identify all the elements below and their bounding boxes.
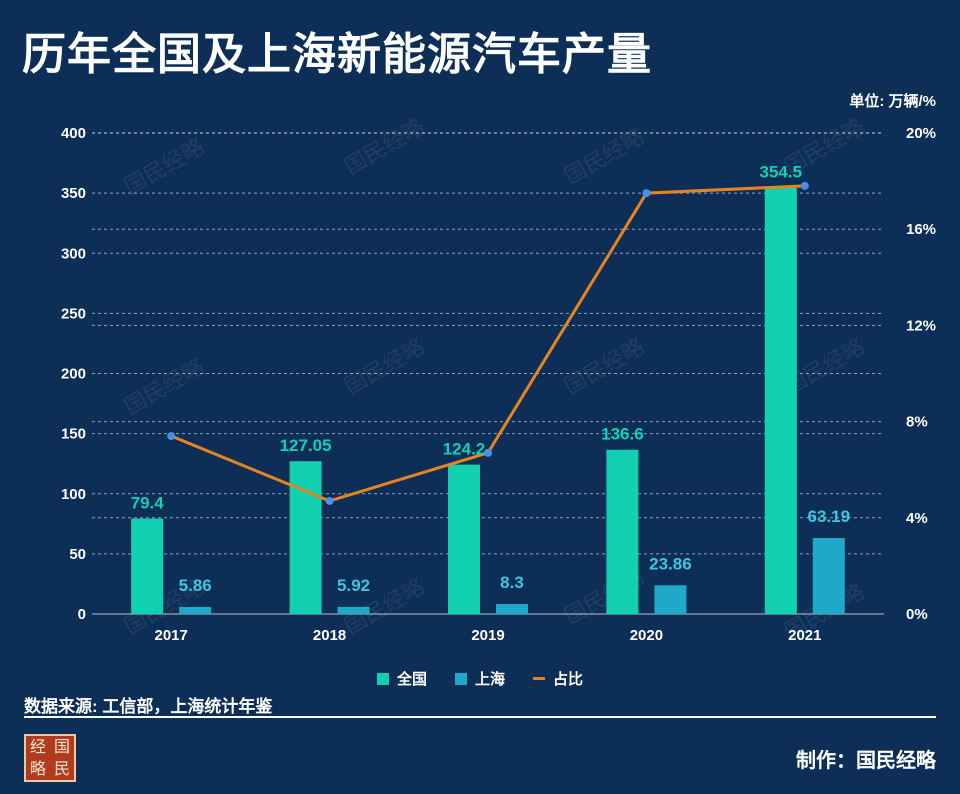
logo-char: 经 [29, 737, 46, 756]
x-tick-label: 2021 [788, 627, 821, 644]
bar-national [606, 449, 639, 614]
logo-char: 国 [53, 737, 70, 756]
bar-national [764, 187, 797, 614]
data-label-shanghai: 63.19 [808, 507, 851, 526]
watermark: 国民经略 [121, 355, 210, 421]
x-tick-label: 2020 [630, 627, 663, 644]
y-left-tick: 400 [61, 125, 86, 142]
y-left-tick: 0 [78, 606, 86, 623]
credit: 制作：国民经略 [796, 750, 936, 772]
share-point [800, 181, 809, 190]
legend-swatch-shanghai [454, 672, 467, 685]
data-label-shanghai: 23.86 [649, 554, 692, 573]
watermark: 国民经略 [561, 125, 650, 191]
y-left-tick: 50 [69, 546, 86, 563]
legend-item-share[interactable]: 占比 [533, 668, 583, 689]
data-label-national: 124.2 [443, 440, 486, 459]
divider [24, 716, 936, 718]
data-label-shanghai: 8.3 [500, 573, 524, 592]
legend-swatch-national [376, 672, 389, 685]
bar-shanghai [337, 606, 370, 614]
watermark: 国民经略 [561, 335, 650, 401]
bar-shanghai [179, 606, 212, 614]
data-label-national: 136.6 [601, 425, 644, 444]
legend: 全国 上海 占比 [0, 668, 960, 689]
brand-logo: 经 国 略 民 [24, 734, 76, 782]
y-right-tick: 16% [906, 221, 936, 238]
y-right-tick: 12% [906, 317, 936, 334]
y-right-tick: 4% [906, 510, 928, 527]
x-tick-label: 2018 [313, 627, 346, 644]
bar-national [289, 461, 322, 614]
data-label-national: 79.4 [131, 494, 165, 513]
data-label-national: 354.5 [760, 163, 803, 182]
data-label-shanghai: 5.86 [179, 576, 212, 595]
legend-label-national: 全国 [396, 671, 427, 688]
logo-char: 略 [29, 759, 46, 778]
y-left-tick: 350 [61, 185, 86, 202]
legend-label-shanghai: 上海 [474, 671, 505, 688]
legend-item-shanghai[interactable]: 上海 [454, 668, 505, 689]
watermark: 国民经略 [121, 135, 210, 201]
data-label-shanghai: 5.92 [337, 576, 370, 595]
y-left-tick: 150 [61, 426, 86, 443]
bar-shanghai [496, 604, 528, 614]
bar-national [131, 518, 164, 614]
legend-swatch-share [533, 677, 545, 680]
share-point [167, 432, 176, 441]
share-line [167, 181, 809, 505]
y-right-tick: 0% [906, 606, 928, 623]
share-point [484, 448, 492, 457]
logo-char: 民 [53, 759, 70, 778]
legend-label-share: 占比 [553, 671, 584, 688]
chart-title: 历年全国及上海新能源汽车产量 [22, 30, 652, 79]
data-label-national: 127.05 [280, 436, 332, 455]
share-point [325, 496, 334, 505]
x-tick-label: 2017 [155, 627, 188, 644]
bars [131, 187, 845, 614]
bar-shanghai [812, 538, 845, 614]
watermark: 国民经略 [341, 115, 430, 181]
y-left-tick: 250 [61, 305, 86, 322]
bar-shanghai [654, 585, 687, 614]
watermark: 国民经略 [341, 335, 430, 401]
source-note: 数据来源: 工信部，上海统计年鉴 [24, 697, 273, 716]
y-right-tick: 20% [906, 125, 936, 142]
y-left-tick: 200 [61, 366, 86, 383]
unit-label: 单位: 万辆/% [849, 93, 936, 110]
y-right-tick: 8% [906, 414, 928, 431]
y-left-tick: 300 [61, 245, 86, 262]
x-tick-label: 2019 [471, 627, 504, 644]
axes: 0 50 100 150 200 250 300 350 400 0% 4% 8% 12% 16% 20% 2… [61, 125, 936, 644]
bar-national [448, 464, 480, 614]
y-left-tick: 100 [61, 486, 86, 503]
gridlines [92, 132, 884, 555]
data-labels: 79.4 5.86 127.05 5.92 124.2 8.3 136.6 23.86 354.… [131, 163, 850, 595]
share-point [642, 189, 651, 198]
legend-item-national[interactable]: 全国 [376, 668, 427, 689]
